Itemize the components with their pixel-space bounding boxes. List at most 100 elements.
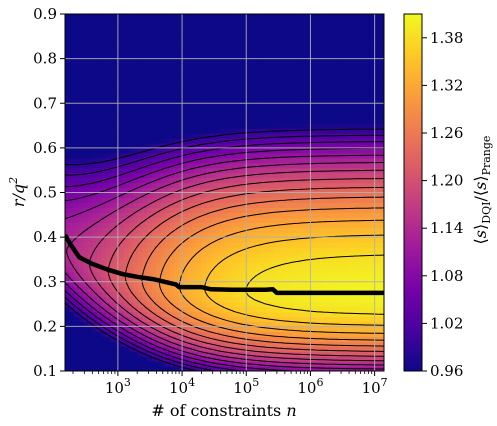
heatmap-cell <box>356 73 362 80</box>
heatmap-cell <box>119 48 125 55</box>
heatmap-cell <box>379 281 384 288</box>
heatmap-cell <box>128 43 134 50</box>
heatmap-cell <box>119 14 125 20</box>
heatmap-cell <box>83 351 89 357</box>
heatmap-cell <box>96 336 103 342</box>
heatmap-cell <box>96 48 103 55</box>
heatmap-cell <box>169 271 175 278</box>
heatmap-cell <box>124 192 130 199</box>
heatmap-cell <box>265 247 271 253</box>
heatmap-cell <box>265 18 271 25</box>
heatmap-cell <box>183 247 189 253</box>
heatmap-cell <box>169 137 175 144</box>
heatmap-cell <box>356 316 362 323</box>
heatmap-cell <box>142 197 148 204</box>
heatmap-cell <box>224 212 230 218</box>
heatmap-cell <box>92 232 98 238</box>
heatmap-cell <box>247 93 253 99</box>
heatmap-cell <box>206 162 212 169</box>
heatmap-cell <box>301 311 308 318</box>
heatmap-cell <box>370 316 376 323</box>
heatmap-cell <box>260 296 267 303</box>
heatmap-cell <box>297 73 303 80</box>
heatmap-cell <box>156 237 162 243</box>
heatmap-cell <box>224 162 230 169</box>
heatmap-cell <box>151 53 157 60</box>
heatmap-cell <box>270 296 276 303</box>
heatmap-cell <box>128 108 134 114</box>
heatmap-cell <box>338 331 344 337</box>
heatmap-cell <box>256 28 262 35</box>
heatmap-cell <box>320 247 326 253</box>
heatmap-cell <box>74 88 80 94</box>
heatmap-cell <box>165 271 171 278</box>
heatmap-cell <box>74 68 80 75</box>
heatmap-cell <box>160 88 166 94</box>
heatmap-cell <box>229 33 235 40</box>
heatmap-cell <box>201 242 207 248</box>
heatmap-cell <box>142 73 148 80</box>
heatmap-cell <box>69 266 75 273</box>
heatmap-cell <box>274 113 280 119</box>
heatmap-cell <box>110 261 116 268</box>
heatmap-cell <box>347 361 353 367</box>
heatmap-cell <box>156 266 162 273</box>
heatmap-cell <box>283 68 289 75</box>
heatmap-cell <box>106 152 112 159</box>
heatmap-cell <box>238 256 244 263</box>
heatmap-cell <box>65 108 71 114</box>
heatmap-cell <box>69 157 75 164</box>
heatmap-cell <box>215 247 221 253</box>
heatmap-cell <box>233 271 239 278</box>
heatmap-cell <box>274 341 280 347</box>
heatmap-cell <box>165 336 171 342</box>
heatmap-cell <box>338 93 344 99</box>
heatmap-cell <box>288 23 294 30</box>
heatmap-cell <box>74 192 80 199</box>
heatmap-cell <box>160 252 166 258</box>
heatmap-cell <box>315 281 321 288</box>
heatmap-cell <box>301 167 308 174</box>
heatmap-cell <box>347 14 353 20</box>
heatmap-cell <box>178 108 185 114</box>
heatmap-cell <box>65 162 71 169</box>
heatmap-cell <box>315 247 321 253</box>
heatmap-cell <box>188 311 194 318</box>
heatmap-cell <box>147 48 153 55</box>
heatmap-cell <box>137 271 144 278</box>
heatmap-cell <box>347 78 353 85</box>
heatmap-cell <box>178 261 185 268</box>
heatmap-cell <box>256 33 262 40</box>
heatmap-cell <box>178 63 185 70</box>
heatmap-cell <box>160 43 166 50</box>
heatmap-cell <box>333 261 340 268</box>
heatmap-cell <box>370 182 376 189</box>
heatmap-cell <box>251 237 257 243</box>
heatmap-cell <box>297 242 303 248</box>
heatmap-cell <box>174 14 180 20</box>
heatmap-cell <box>219 48 226 55</box>
heatmap-cell <box>69 276 75 283</box>
heatmap-cell <box>133 252 139 258</box>
heatmap-cell <box>69 192 75 199</box>
heatmap-cell <box>297 128 303 134</box>
heatmap-cell <box>361 247 367 253</box>
heatmap-cell <box>233 98 239 104</box>
heatmap-cell <box>147 271 153 278</box>
heatmap-cell <box>83 38 89 45</box>
heatmap-cell <box>352 18 358 25</box>
heatmap-cell <box>96 137 103 144</box>
heatmap-cell <box>311 103 317 109</box>
heatmap-cell <box>69 123 75 129</box>
heatmap-cell <box>242 78 248 85</box>
heatmap-cell <box>324 68 330 75</box>
heatmap-cell <box>297 227 303 233</box>
heatmap-cell <box>119 83 125 89</box>
heatmap-cell <box>283 306 289 313</box>
heatmap-cell <box>83 326 89 332</box>
heatmap-cell <box>256 23 262 30</box>
heatmap-cell <box>320 23 326 30</box>
heatmap-cell <box>83 366 89 371</box>
heatmap-cell <box>297 14 303 20</box>
heatmap-cell <box>219 118 226 124</box>
